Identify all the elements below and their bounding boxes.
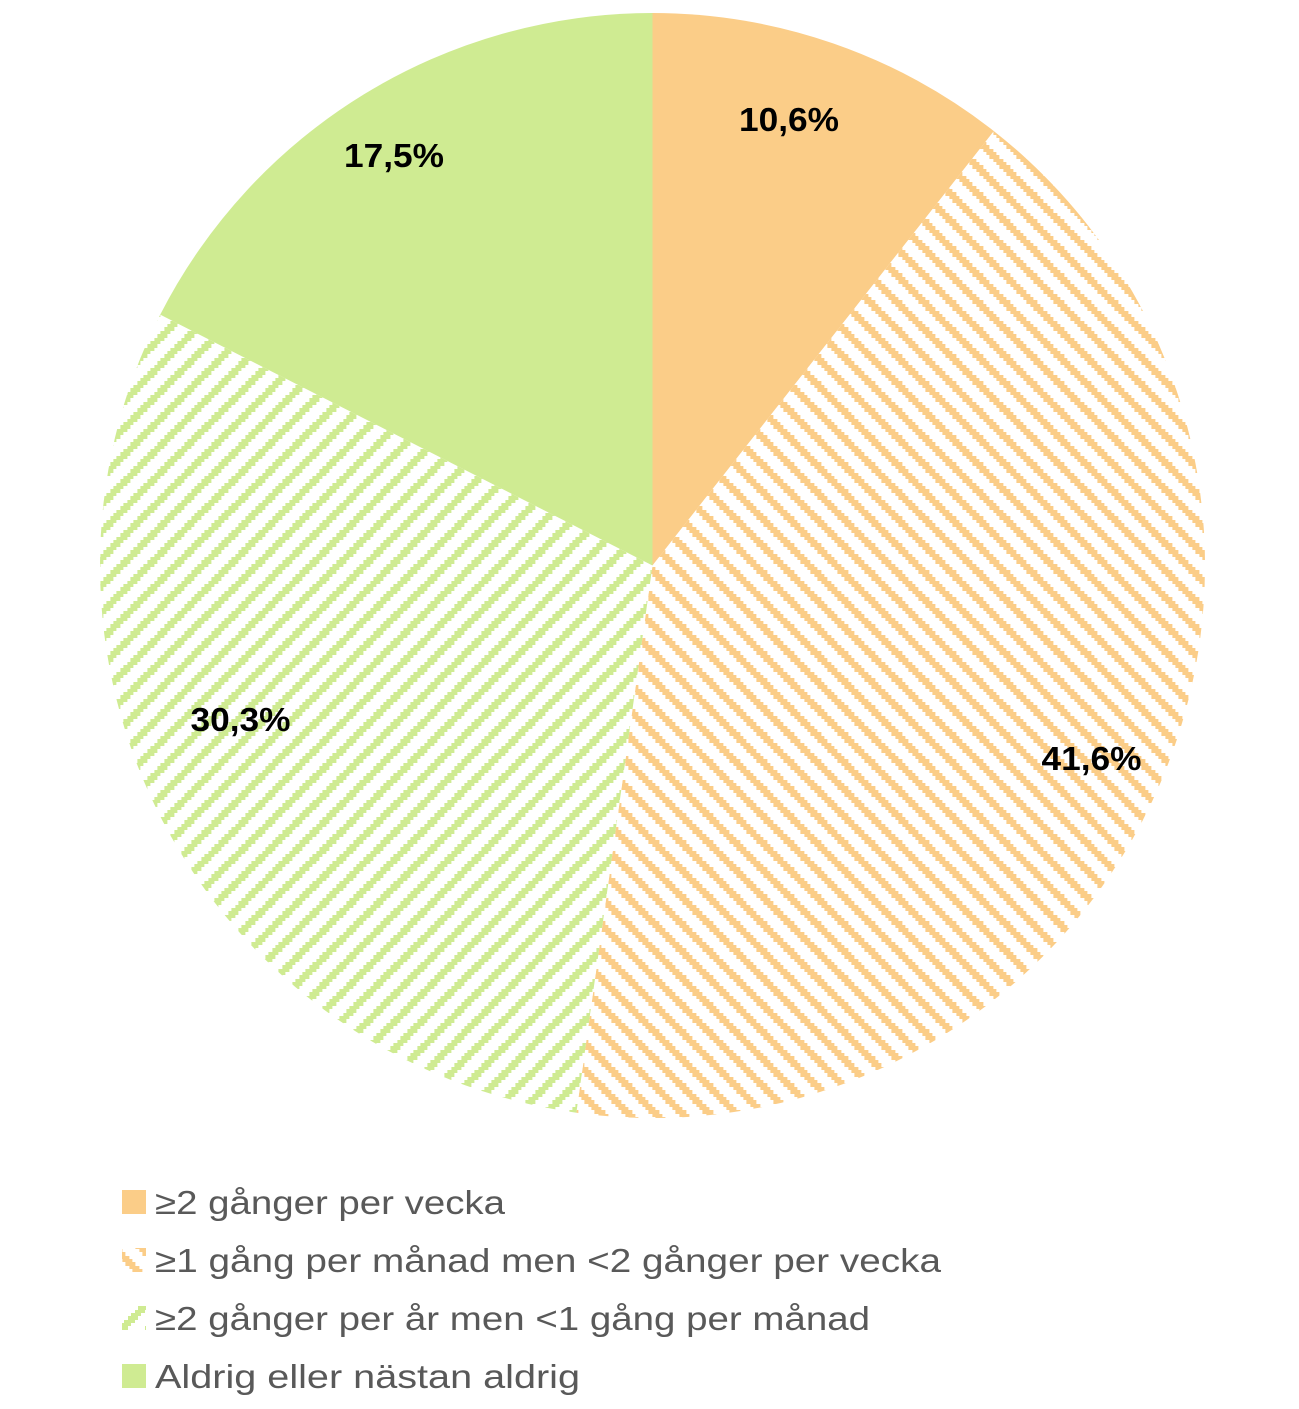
svg-text:17,5%: 17,5% bbox=[344, 138, 444, 175]
svg-text:41,6%: 41,6% bbox=[1042, 741, 1142, 778]
svg-text:10,6%: 10,6% bbox=[739, 102, 839, 139]
svg-text:30,3%: 30,3% bbox=[191, 702, 291, 739]
svg-text:≥1 gång per månad men <2 gånge: ≥1 gång per månad men <2 gånger per veck… bbox=[155, 1243, 941, 1280]
svg-text:≥2 gånger per vecka: ≥2 gånger per vecka bbox=[155, 1185, 505, 1222]
svg-text:Aldrig eller nästan aldrig: Aldrig eller nästan aldrig bbox=[155, 1359, 580, 1396]
svg-text:≥2 gånger per år men <1 gång p: ≥2 gånger per år men <1 gång per månad bbox=[155, 1301, 870, 1338]
